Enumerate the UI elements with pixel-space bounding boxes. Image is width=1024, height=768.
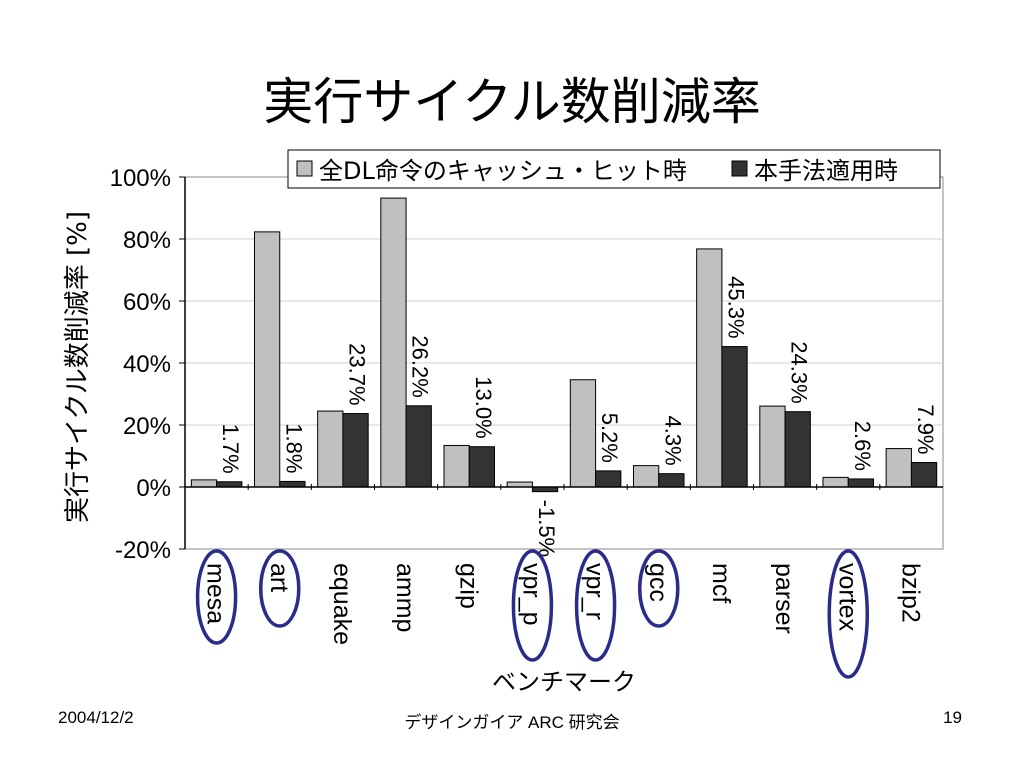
footer-date: 2004/12/2	[58, 708, 134, 727]
bar-series2-art	[279, 480, 306, 488]
bar-series2-vpr_r	[595, 470, 622, 488]
highlight-ellipse-vpr_r	[574, 549, 617, 662]
category-label-vortex: vortex	[833, 563, 861, 632]
x-axis-title: ベンチマーク	[492, 668, 636, 696]
labels-layer: 1.7% mesa 1.8% art 23.7% equake 26.2% ammp 13.0%…	[63, 211, 938, 696]
bar-series1-bzip2	[885, 448, 912, 488]
data-label: 26.2%	[408, 335, 433, 397]
data-label: 13.0%	[471, 376, 496, 438]
bar-series1-parser	[759, 405, 786, 488]
bar-series2-parser	[784, 411, 811, 488]
bar-series2-mcf	[721, 346, 748, 488]
axes-layer: -20% 0% 20% 40% 60% 80% 100%	[110, 165, 943, 564]
y-tick-label: 60%	[123, 289, 171, 316]
data-label: 1.8%	[281, 423, 306, 473]
legend-label-series2: 本手法適用時	[754, 157, 898, 185]
category-label-vpr_r: vpr_r	[581, 563, 609, 620]
y-tick-label: 20%	[123, 413, 171, 440]
bar-series2-mesa	[216, 481, 243, 488]
category-label-gzip: gzip	[454, 563, 482, 609]
bar-series2-ammp	[405, 405, 432, 488]
highlight-ellipse-art	[259, 549, 301, 628]
highlight-ellipse-vortex	[827, 549, 869, 679]
bars-layer	[190, 197, 938, 493]
bar-series1-ammp	[380, 197, 407, 488]
bar-series1-gcc	[632, 465, 660, 488]
data-label: 2.6%	[850, 421, 875, 471]
legend-box	[287, 149, 941, 189]
highlight-ellipse-gcc	[638, 549, 680, 628]
bar-series1-gzip	[443, 444, 470, 488]
category-label-bzip2: bzip2	[896, 563, 924, 623]
bar-series2-bzip2	[910, 462, 938, 488]
page-number: 19	[943, 708, 962, 727]
y-tick-label: 40%	[123, 351, 171, 378]
bar-series1-mesa	[190, 479, 218, 488]
y-tick-label: 100%	[110, 165, 171, 192]
category-label-gcc: gcc	[644, 563, 672, 602]
highlight-ellipse-vpr_p	[511, 549, 554, 662]
data-label: 23.7%	[345, 343, 370, 405]
data-label: 1.7%	[218, 424, 243, 474]
bar-series1-mcf	[696, 248, 723, 488]
bar-series2-equake	[342, 413, 369, 488]
data-label: 5.2%	[597, 413, 622, 463]
legend-swatch-series1	[296, 160, 313, 177]
legend-swatch-series2	[731, 160, 748, 177]
y-axis-title: 実行サイクル数削減率 [%]	[63, 211, 93, 523]
category-label-mcf: mcf	[707, 563, 735, 603]
highlight-ellipse-mesa	[195, 549, 238, 645]
grid-layer	[184, 176, 944, 550]
bar-series1-vpr_r	[569, 379, 597, 488]
bar-series2-vortex	[847, 478, 875, 488]
bar-series1-vortex	[822, 476, 849, 488]
slide-title: 実行サイクル数削減率	[263, 73, 761, 131]
category-label-mesa: mesa	[202, 563, 230, 624]
y-tick-label: -20%	[115, 537, 171, 564]
footer-center: デザインガイア ARC 研究会	[404, 713, 620, 732]
legend-label-series1: 全DL命令のキャッシュ・ヒット時	[319, 157, 687, 185]
bar-series1-art	[253, 231, 281, 488]
legend: 全DL命令のキャッシュ・ヒット時 本手法適用時	[287, 149, 941, 189]
y-tick-label: 80%	[123, 227, 171, 254]
data-label: 45.3%	[724, 276, 749, 338]
bar-series2-gzip	[468, 446, 496, 488]
bar-series2-gcc	[658, 473, 685, 488]
data-label: 24.3%	[787, 341, 812, 403]
category-label-parser: parser	[770, 563, 798, 634]
y-tick-label: 0%	[136, 475, 171, 502]
bar-series1-equake	[317, 410, 344, 488]
data-label: 4.3%	[660, 416, 685, 466]
data-label: -1.5%	[534, 500, 559, 557]
category-label-art: art	[265, 563, 293, 592]
data-label: 7.9%	[913, 404, 938, 454]
category-label-vpr_p: vpr_p	[517, 563, 545, 626]
category-label-ammp: ammp	[391, 563, 419, 632]
category-label-equake: equake	[328, 563, 356, 645]
